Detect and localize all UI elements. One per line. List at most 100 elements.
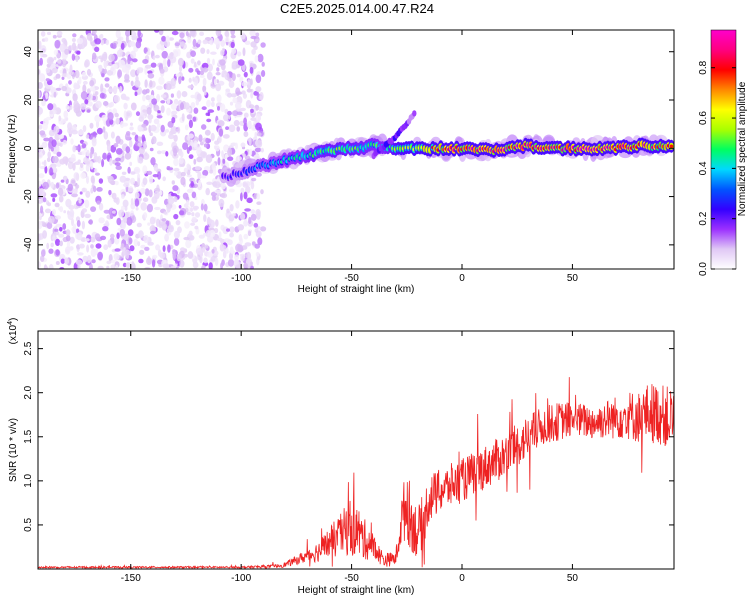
x-tick-label: -50 — [344, 573, 359, 584]
spectrogram-noise-cell — [219, 59, 226, 66]
spectrogram-noise-cell — [221, 150, 224, 158]
spectrogram-noise-cell — [39, 130, 46, 136]
spectrogram-noise-cell — [52, 197, 56, 202]
spectrogram-noise-cell — [136, 69, 140, 75]
spectrogram-noise-cell — [96, 187, 103, 192]
spectrogram-noise-cell — [140, 202, 147, 211]
spectrogram-noise-cell — [214, 228, 219, 234]
spectrogram-noise-cell — [179, 247, 186, 252]
spectrogram-noise-cell — [62, 175, 68, 181]
spectrogram-noise-cell — [222, 158, 226, 164]
spectrogram-noise-cell — [222, 226, 229, 235]
spectrogram-noise-cell — [102, 152, 107, 160]
spectrogram-noise-cell — [92, 52, 97, 60]
figure-title: C2E5.2025.014.00.47.R24 — [280, 1, 434, 16]
spectrogram-noise-cell — [217, 157, 221, 166]
spectrogram-noise-cell — [64, 257, 70, 265]
spectrogram-noise-cell — [59, 43, 66, 53]
spectrogram-noise-cell — [122, 199, 129, 208]
spectrogram-noise-cell — [72, 162, 76, 171]
spectrogram-noise-cell — [95, 172, 100, 176]
spectrogram-noise-cell — [203, 257, 208, 264]
spectrogram-noise-cell — [67, 122, 73, 131]
spectrogram-noise-cell — [189, 30, 196, 37]
spectrogram-noise-cell — [179, 65, 183, 72]
spectrogram-noise-cell — [41, 99, 46, 107]
spectrogram-noise-cell — [229, 226, 235, 233]
spectrogram-noise-cell — [49, 110, 54, 115]
spectrogram-noise-cell — [55, 238, 61, 246]
spectrogram-noise-cell — [161, 50, 168, 59]
spectrogram-noise-cell — [199, 70, 205, 76]
spectrogram-noise-cell — [185, 239, 192, 249]
spectrogram-noise-cell — [76, 50, 81, 55]
spectrogram-noise-cell — [190, 181, 194, 188]
spectrogram-noise-cell — [211, 97, 215, 102]
spectrogram-noise-cell — [47, 202, 51, 207]
spectrogram-noise-cell — [103, 209, 111, 214]
spectrogram-noise-cell — [46, 56, 54, 65]
y-tick-label: -20 — [23, 189, 34, 204]
spectrogram-noise-cell — [41, 53, 48, 58]
spectrogram-noise-cell — [211, 249, 215, 254]
spectrogram-noise-cell — [113, 95, 120, 103]
spectrogram-noise-cell — [176, 253, 182, 262]
spectrogram-noise-cell — [164, 233, 170, 242]
spectrogram-noise-cell — [205, 210, 211, 215]
spectrogram-noise-cell — [187, 36, 192, 44]
spectrogram-panel: -150 -100 -50 0 50 -40 -20 0 20 40 Height of str… — [7, 29, 675, 295]
spectrogram-noise-cell — [44, 208, 52, 214]
spectrogram-noise-cell — [157, 123, 161, 128]
spectrogram-noise-cell — [166, 97, 171, 105]
snr-series — [38, 377, 674, 569]
spectrogram-noise-cell — [80, 237, 87, 242]
spectrogram-noise-cell — [243, 219, 249, 227]
spectrogram-noise-cell — [161, 223, 168, 231]
spectrogram-noise-cell — [115, 135, 121, 144]
spectrogram-noise-cell — [243, 131, 249, 138]
spectrogram-noise-cell — [260, 189, 264, 195]
spectrogram-noise-cell — [108, 189, 112, 196]
spectrogram-noise-cell — [71, 193, 78, 198]
spectrogram-noise-cell — [171, 117, 176, 124]
spectrogram-noise-cell — [67, 183, 74, 192]
spectrogram-noise-cell — [228, 188, 235, 193]
spectrogram-noise-cell — [59, 206, 64, 213]
spectrogram-noise-cell — [94, 91, 99, 96]
spectrogram-noise-cell — [160, 94, 167, 98]
spectrogram-noise-cell — [111, 192, 117, 200]
spectrogram-noise-cell — [90, 206, 97, 213]
spectrogram-noise-cell — [103, 131, 109, 140]
spectrogram-noise-cell — [153, 164, 159, 172]
spectrogram-noise-cell — [38, 173, 45, 179]
spectrogram-noise-cell — [243, 263, 249, 268]
spectrogram-noise-cell — [164, 129, 170, 133]
spectrogram-noise-cell — [80, 172, 87, 180]
spectrogram-noise-cell — [240, 32, 246, 40]
spectrogram-noise-cell — [260, 147, 264, 153]
spectrogram-noise-cell — [54, 39, 61, 49]
spectrogram-noise-cell — [145, 94, 151, 101]
spectrogram-noise-cell — [44, 165, 48, 174]
spectrogram-noise-cell — [150, 94, 154, 100]
spectrogram-noise-cell — [76, 37, 84, 45]
spectrogram-noise-cell — [239, 77, 243, 83]
spectrogram-noise-cell — [106, 69, 114, 76]
spectrogram-noise-cell — [204, 129, 211, 136]
spectrogram-noise-cell — [47, 103, 54, 111]
spectrogram-noise-cell — [112, 85, 118, 95]
spectrogram-noise-cell — [127, 166, 131, 174]
spectrogram-noise-cell — [119, 85, 123, 93]
spectrogram-noise-cell — [147, 73, 155, 79]
spectrogram-noise-cell — [123, 110, 127, 119]
spectrogram-noise-cell — [167, 244, 171, 253]
spectrogram-noise-cell — [196, 146, 202, 152]
spectrogram-noise-cell — [135, 207, 139, 211]
spectrogram-noise-cell — [40, 45, 47, 54]
spectrogram-noise-cell — [141, 134, 146, 142]
spectrogram-noise-cell — [156, 115, 163, 119]
spectrogram-noise-cell — [90, 164, 94, 170]
spectrogram-noise-cell — [93, 152, 98, 158]
spectrogram-noise-cell — [142, 152, 150, 160]
